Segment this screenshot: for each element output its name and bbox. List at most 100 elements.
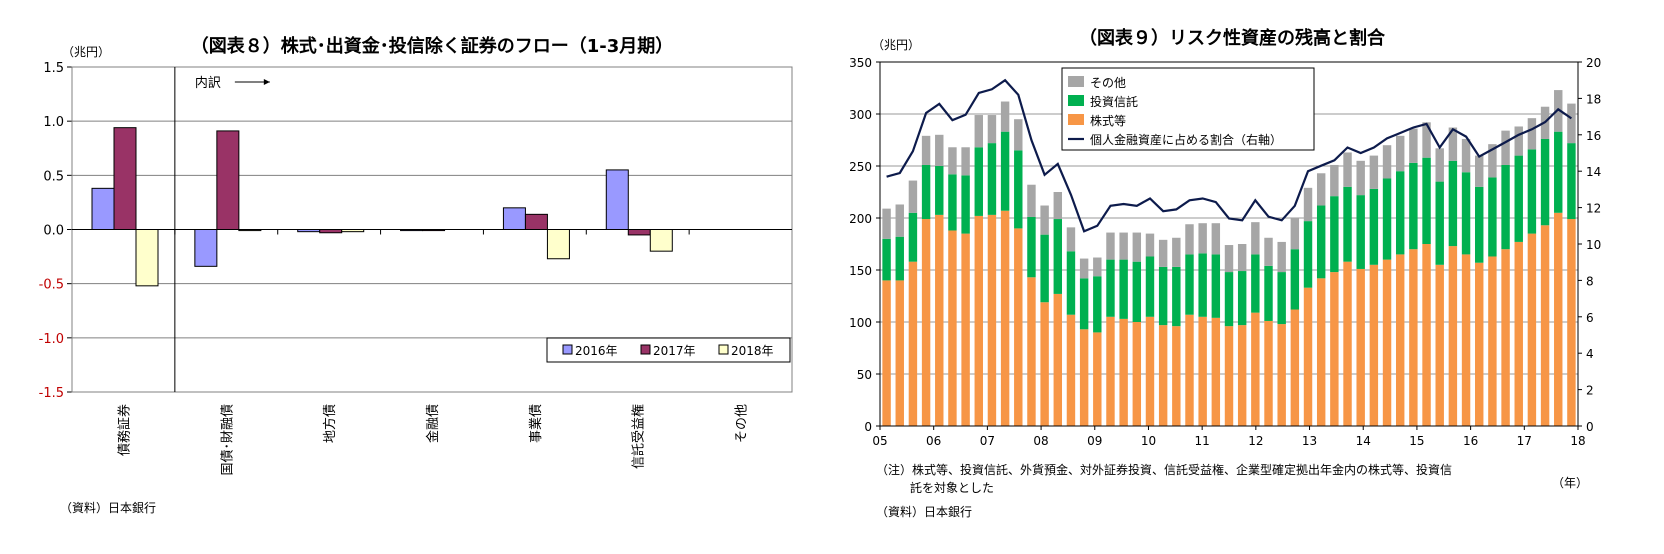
chart2-bar-segment-株式等 — [1488, 256, 1497, 426]
chart2-bar-segment-その他 — [1330, 164, 1339, 197]
chart2-bar-segment-投資信託 — [1422, 157, 1431, 244]
chart2-bar-segment-その他 — [1027, 184, 1036, 217]
chart2-bar-segment-その他 — [1356, 160, 1365, 196]
chart2-bar-segment-その他 — [1172, 237, 1181, 267]
chart2-bar-segment-その他 — [1475, 155, 1484, 187]
chart-risk-asset-balance: （図表９）リスク性資産の残高と割合（兆円）0501001502002503003… — [849, 27, 1601, 519]
chart2-bar-segment-投資信託 — [1409, 162, 1418, 250]
chart1-bar-事業債-2017年 — [524, 213, 548, 230]
chart2-bar-segment-その他 — [974, 115, 983, 148]
chart1-bar-事業債-2016年 — [502, 207, 526, 230]
chart2-bar-segment-その他 — [1501, 130, 1510, 165]
chart2-bar-segment-その他 — [935, 134, 944, 166]
chart2-bar-segment-株式等 — [882, 280, 891, 426]
chart2-bar-segment-投資信託 — [1448, 160, 1458, 247]
chart2-bar-segment-株式等 — [1145, 316, 1155, 426]
chart2-year-label: 17 — [1517, 434, 1532, 448]
chart2-bar-segment-投資信託 — [1158, 266, 1168, 326]
chart2-year-label: 09 — [1087, 434, 1102, 448]
chart2-bar-segment-投資信託 — [974, 147, 983, 216]
chart2-bar-segment-投資信託 — [1027, 216, 1036, 278]
chart2-bar-segment-株式等 — [1422, 244, 1431, 426]
chart2-bar-segment-その他 — [1040, 205, 1049, 235]
chart2-bar-segment-株式等 — [1185, 314, 1194, 426]
chart2-bar-segment-株式等 — [1514, 241, 1523, 426]
chart2-title: （図表９）リスク性資産の残高と割合 — [1079, 27, 1386, 49]
chart2-bar-segment-その他 — [1185, 224, 1194, 255]
chart2-bar-segment-その他 — [1251, 222, 1260, 255]
chart2-bar-segment-株式等 — [1093, 332, 1102, 426]
chart2-bar-segment-株式等 — [1343, 261, 1352, 426]
chart2-bar-segment-株式等 — [1237, 325, 1247, 426]
chart1-bar-国債･財融債-2017年 — [216, 130, 240, 231]
chart2-bar-segment-投資信託 — [1237, 271, 1247, 326]
chart2-bar-segment-投資信託 — [1277, 272, 1286, 325]
chart2-bar-segment-その他 — [1514, 126, 1523, 156]
chart2-bar-segment-その他 — [908, 180, 918, 213]
chart2-year-label: 08 — [1033, 434, 1048, 448]
chart2-y2tick-label: 0 — [1586, 420, 1594, 434]
chart2-note-line: 託を対象とした — [910, 480, 994, 495]
chart2-bar-segment-投資信託 — [1330, 196, 1339, 273]
chart2-bar-segment-投資信託 — [895, 236, 904, 281]
chart2-bar-segment-株式等 — [974, 215, 983, 426]
chart2-bar-segment-投資信託 — [1106, 259, 1115, 317]
chart1-ytick-label: -1.5 — [39, 386, 64, 401]
chart2-bar-segment-その他 — [1369, 155, 1379, 189]
chart2-bar-segment-投資信託 — [987, 143, 997, 215]
chart2-bar-segment-投資信託 — [1251, 254, 1260, 313]
chart1-source: （資料）日本銀行 — [60, 501, 156, 515]
chart2-y2tick-label: 20 — [1586, 56, 1601, 70]
chart1-legend-swatch — [718, 344, 729, 355]
chart2-bar-segment-投資信託 — [1093, 276, 1102, 333]
chart2-bar-segment-投資信託 — [1040, 234, 1049, 303]
chart2-x-unit: （年） — [1552, 476, 1588, 490]
chart1-ytick-label: -1.0 — [39, 332, 64, 347]
chart1-category-label: 事業債 — [528, 404, 544, 443]
chart2-share-line — [886, 78, 1573, 233]
chart1-unit-label: （兆円） — [62, 45, 110, 59]
chart2-bar-segment-その他 — [1488, 144, 1497, 178]
chart2-bar-segment-投資信託 — [1303, 221, 1313, 288]
chart2-bar-segment-株式等 — [1369, 264, 1379, 426]
chart2-bar-segment-投資信託 — [1066, 251, 1076, 315]
chart1-bar-信託受益権-2018年 — [649, 229, 673, 252]
chart2-bar-segment-投資信託 — [1435, 181, 1444, 265]
chart2-bar-segment-投資信託 — [1514, 155, 1523, 242]
chart2-bar-segment-その他 — [1343, 152, 1352, 187]
chart2-bar-segment-その他 — [1382, 145, 1392, 179]
chart2-y2tick-label: 16 — [1586, 129, 1601, 143]
chart1-ytick-label: 0.5 — [43, 169, 64, 184]
chart1-ytick-label: 1.5 — [43, 61, 64, 76]
chart1-category-label: 地方債 — [322, 404, 338, 443]
chart2-unit-label: （兆円） — [872, 38, 920, 52]
chart2-y2tick-label: 18 — [1586, 92, 1601, 106]
chart2-ytick-label: 250 — [849, 160, 872, 174]
chart2-bar-segment-投資信託 — [1527, 149, 1537, 234]
chart2-y2tick-label: 4 — [1586, 347, 1594, 361]
chart2-bar-segment-株式等 — [1316, 278, 1326, 426]
chart2-bar-segment-投資信託 — [921, 164, 931, 220]
chart2-bar-segment-株式等 — [1053, 293, 1063, 426]
chart2-year-label: 18 — [1570, 434, 1585, 448]
chart1-category-label: 国債･財融債 — [220, 404, 235, 476]
chart1-bar-事業債-2018年 — [546, 229, 570, 260]
chart2-bar-segment-投資信託 — [1000, 131, 1010, 211]
chart2-bar-segment-株式等 — [1277, 324, 1286, 426]
chart2-bar-segment-投資信託 — [1198, 253, 1207, 317]
chart2-bar-segment-株式等 — [1158, 325, 1168, 426]
chart2-bar-segment-株式等 — [1264, 320, 1273, 426]
chart2-bar-segment-投資信託 — [961, 175, 970, 234]
chart2-bar-segment-その他 — [1093, 257, 1102, 277]
chart2-bar-segment-その他 — [1198, 223, 1207, 254]
chart2-legend-label: その他 — [1090, 76, 1126, 90]
chart2-bar-segment-投資信託 — [1014, 150, 1023, 229]
chart2-bar-segment-投資信託 — [1316, 205, 1326, 279]
chart2-bar-segment-投資信託 — [1395, 171, 1405, 255]
chart2-y2tick-label: 10 — [1586, 238, 1601, 252]
chart2-bar-segment-その他 — [987, 115, 997, 144]
chart2-plot-frame — [879, 61, 1579, 427]
chart1-category-label: 信託受益権 — [631, 404, 647, 469]
chart2-bar-segment-投資信託 — [1475, 186, 1484, 263]
